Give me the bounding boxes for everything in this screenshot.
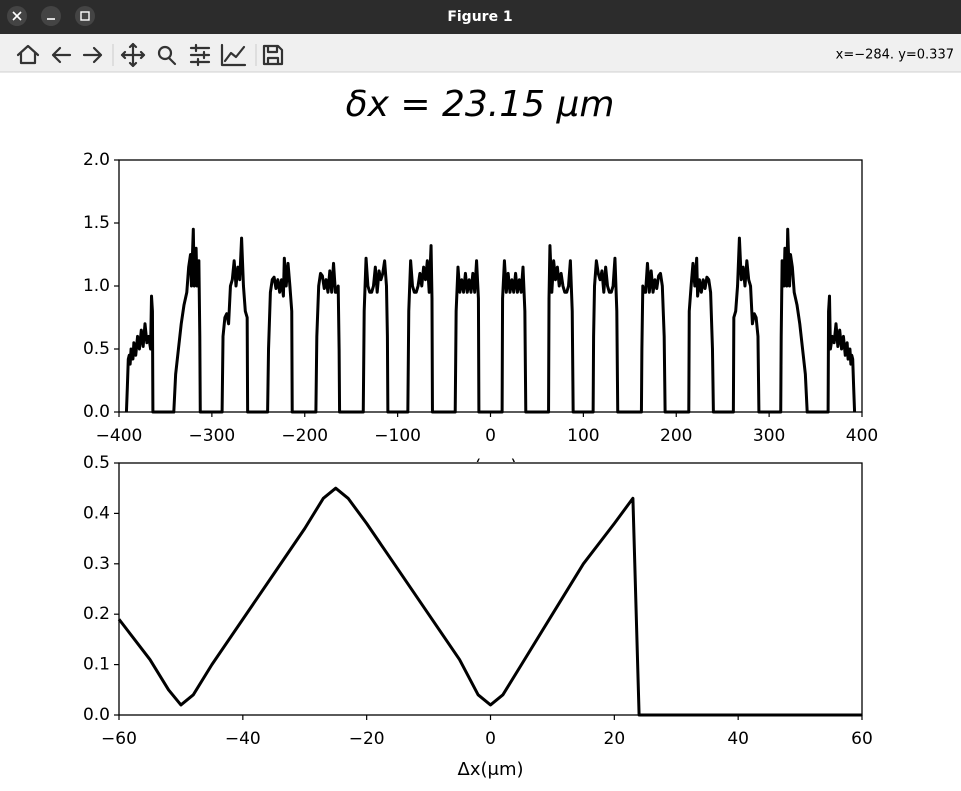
y-tick-label: 0.0 xyxy=(83,705,110,725)
toolbar xyxy=(0,34,961,72)
x-tick-label: 100 xyxy=(567,426,599,446)
figure-title: δx = 23.15 μm xyxy=(346,84,615,125)
data-line xyxy=(117,486,862,717)
forward-button[interactable] xyxy=(82,46,103,64)
x-tick-label: −20 xyxy=(349,729,385,749)
x-tick-label: 0 xyxy=(485,426,496,446)
status-text: x=−284. y=0.337 xyxy=(836,48,954,63)
x-tick-label: −200 xyxy=(281,426,328,446)
x-tick-label: −400 xyxy=(96,426,143,446)
y-tick-label: 0.4 xyxy=(83,503,110,523)
window-title: Figure 1 xyxy=(447,9,512,25)
x-tick-label: 40 xyxy=(727,729,749,749)
zoom-button[interactable] xyxy=(157,45,177,66)
x-tick-label: 0 xyxy=(485,729,496,749)
save-button[interactable] xyxy=(262,44,284,66)
y-tick-label: 0.2 xyxy=(83,604,110,624)
pan-button[interactable] xyxy=(120,42,146,68)
y-tick-label: 2.0 xyxy=(83,150,110,170)
maximize-button[interactable] xyxy=(75,6,95,26)
x-tick-label: −100 xyxy=(374,426,421,446)
maximize-icon xyxy=(80,11,90,21)
x-tick-label: 400 xyxy=(846,426,878,446)
x-tick-label: 20 xyxy=(604,729,626,749)
x-tick-label: −40 xyxy=(225,729,261,749)
x-tick-label: 60 xyxy=(851,729,873,749)
y-tick-label: 1.0 xyxy=(83,276,110,296)
edit-axes-button[interactable] xyxy=(220,43,247,67)
y-tick-label: 0.3 xyxy=(83,554,110,574)
minimize-button[interactable] xyxy=(41,6,61,26)
back-button[interactable] xyxy=(51,46,72,64)
y-tick-label: 0.5 xyxy=(83,339,110,359)
x-axis-label: Δx(μm) xyxy=(458,759,524,780)
x-tick-label: −300 xyxy=(189,426,236,446)
x-tick-label: −60 xyxy=(101,729,137,749)
title-bar xyxy=(0,0,961,34)
y-tick-label: 0.0 xyxy=(83,402,110,422)
home-button[interactable] xyxy=(16,44,40,65)
y-tick-label: 1.5 xyxy=(83,213,110,233)
y-tick-label: 0.1 xyxy=(83,655,110,675)
x-tick-label: 300 xyxy=(753,426,785,446)
configure-button[interactable] xyxy=(189,43,211,67)
x-tick-label: 200 xyxy=(660,426,692,446)
axes-background xyxy=(118,462,863,716)
y-tick-label: 0.5 xyxy=(83,453,110,473)
close-icon xyxy=(12,11,22,21)
plots: −400 −300 −200 −100 0 100 200 300 4000.00.51.01.… xyxy=(83,150,878,780)
